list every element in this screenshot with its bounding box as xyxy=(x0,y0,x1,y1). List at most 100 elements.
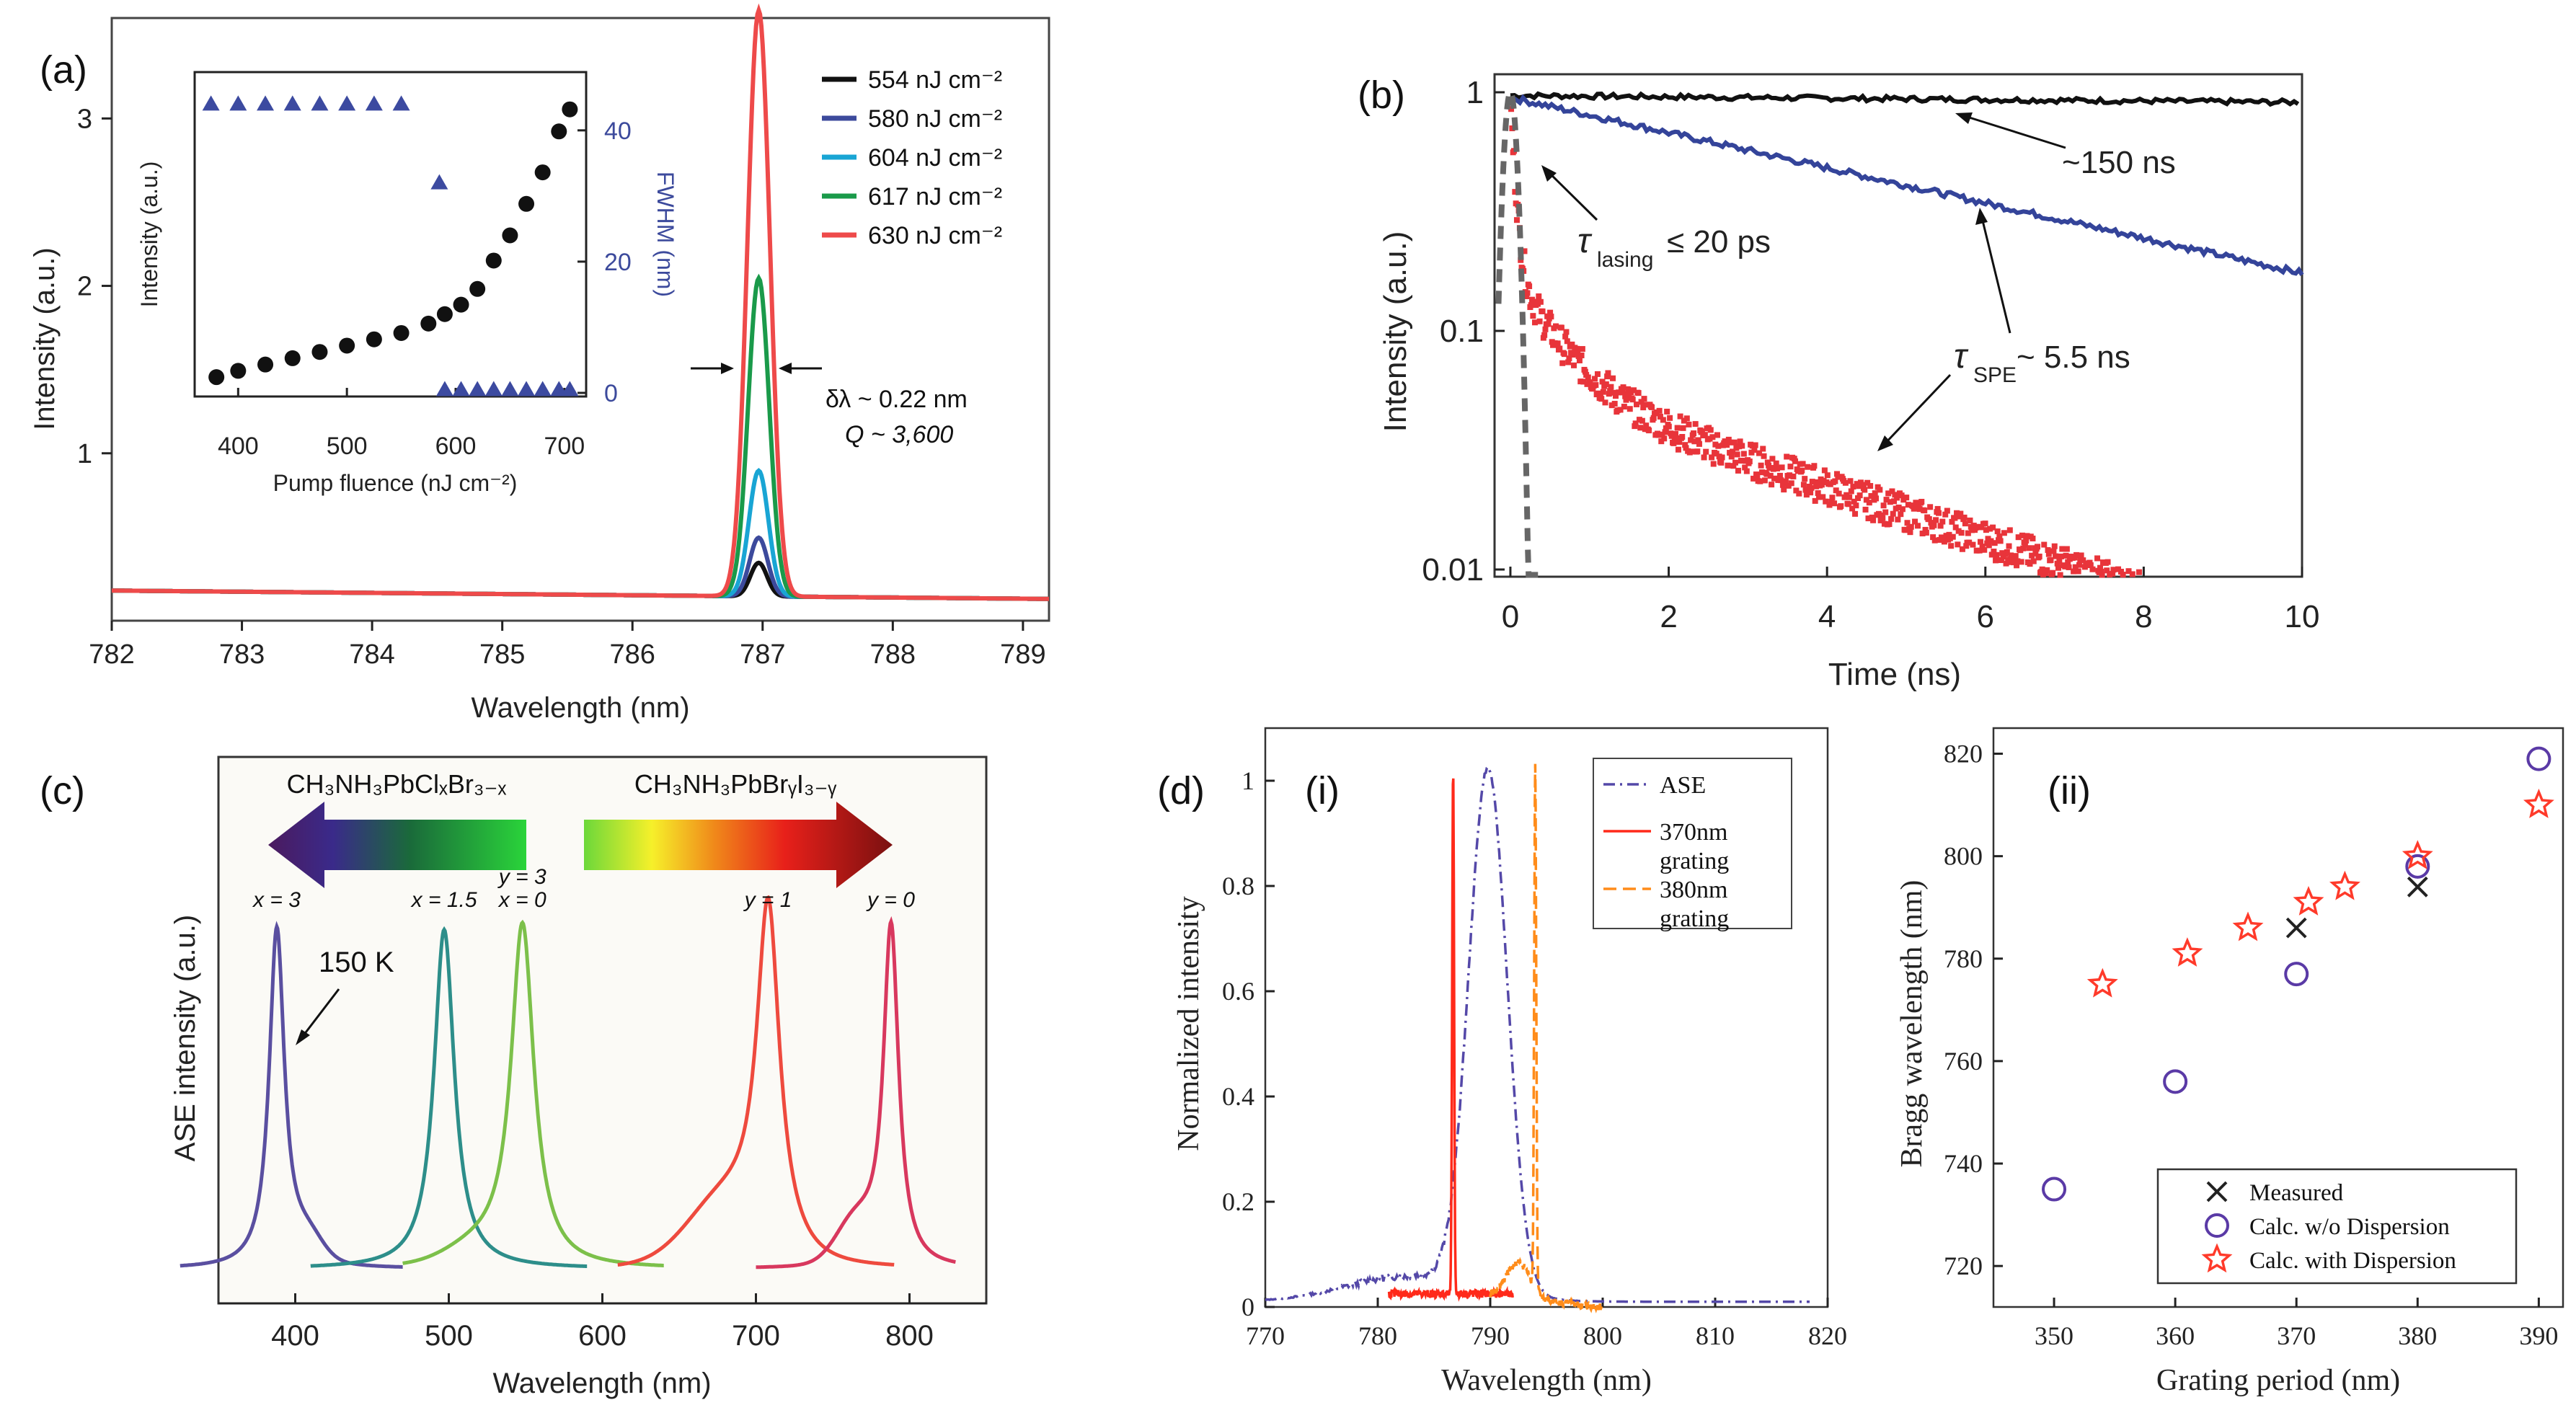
b-red-point xyxy=(1948,543,1955,549)
b-red-point xyxy=(1542,326,1549,332)
b-red-point xyxy=(2050,548,2057,554)
b-red-point xyxy=(2006,527,2013,533)
di-xtick-label: 810 xyxy=(1696,1321,1735,1350)
panel-c-ticks: 400 500 600 700 800 xyxy=(218,1293,986,1352)
b-red-point xyxy=(1626,406,1633,412)
b-red-point xyxy=(2008,552,2014,559)
b-red-point xyxy=(1787,464,1794,470)
arrow-right-gradient xyxy=(584,802,893,888)
b-red-point xyxy=(1536,318,1543,324)
b-red-point xyxy=(1823,498,1829,505)
c-xtick-label: 500 xyxy=(425,1320,473,1352)
b-red-point xyxy=(1656,407,1663,414)
temp-150K-arrowhead xyxy=(296,1029,310,1045)
b-red-point xyxy=(1931,522,1937,528)
panel-dii-points xyxy=(2042,746,2554,1202)
b-red-point xyxy=(2036,553,2042,559)
b-red-point xyxy=(1611,401,1618,407)
b-red-point xyxy=(1907,529,1913,536)
b-red-point xyxy=(1847,478,1854,484)
a-xtick-label: 787 xyxy=(740,639,785,670)
b-red-point xyxy=(1724,442,1730,448)
b-red-point xyxy=(1557,345,1563,352)
b-red-point xyxy=(2094,555,2101,562)
b-red-point xyxy=(1904,520,1911,526)
b-red-point xyxy=(1959,546,1965,552)
b-red-point xyxy=(1526,283,1533,290)
b-red-point xyxy=(1598,396,1605,402)
b-red-point xyxy=(1766,465,1773,471)
panel-dii-ticks: 350 360 370 380 390 720 740 760 780 800 820 xyxy=(1944,740,2558,1350)
b-red-point xyxy=(1563,329,1570,335)
b-red-point xyxy=(1908,523,1914,530)
inset-intensity-point xyxy=(453,296,469,313)
b-red-point xyxy=(1686,421,1692,427)
b-red-point xyxy=(1868,493,1875,500)
b-series-red xyxy=(1508,106,2143,578)
b-red-point xyxy=(1927,504,1934,510)
inset-intensity-point xyxy=(469,280,486,297)
inset-fwhm-point xyxy=(257,95,275,111)
b-red-point xyxy=(1870,517,1877,523)
b-red-point xyxy=(1835,474,1841,480)
b-red-point xyxy=(1888,515,1895,522)
b-red-point xyxy=(1946,531,1952,538)
panel-di-legend-box xyxy=(1593,758,1792,929)
b-red-point xyxy=(1898,492,1905,499)
b-red-point xyxy=(1778,477,1784,484)
b-red-point xyxy=(1942,511,1949,518)
b-red-point xyxy=(1988,551,1995,558)
b-red-point xyxy=(1571,362,1577,368)
b-red-point xyxy=(2005,557,2011,563)
b-red-point xyxy=(1629,396,1636,403)
b-red-point xyxy=(1886,521,1893,528)
b-red-point xyxy=(1790,473,1797,479)
di-legend-label-2: grating xyxy=(1660,848,1729,874)
inset-fwhm-point xyxy=(501,381,519,396)
panel-di-ticks: 770 780 790 800 810 820 0 0.2 0.4 0.6 0.8 1 xyxy=(1222,766,1847,1350)
b-red-point xyxy=(1799,467,1805,474)
inset-intensity-point xyxy=(257,356,274,373)
b-red-point xyxy=(1963,543,1970,549)
b-red-point xyxy=(1952,524,1959,531)
b-red-point xyxy=(1921,508,1928,514)
b-red-point xyxy=(1859,482,1866,488)
b-red-point xyxy=(1991,540,1998,546)
arrow-left-gradient xyxy=(268,802,526,888)
inset-points xyxy=(202,95,579,396)
q-factor-annotation: Q ~ 3,600 xyxy=(845,421,953,448)
b-red-point xyxy=(1813,483,1820,489)
b-red-point xyxy=(1592,376,1598,382)
panel-b-ticks: 0 2 4 6 8 10 1 0.1 0.01 xyxy=(1422,75,2319,634)
b-red-point xyxy=(2098,568,2104,575)
b-red-point xyxy=(1883,497,1890,503)
b-red-point xyxy=(1737,438,1743,445)
b-red-point xyxy=(1603,381,1609,388)
inset-intensity-point xyxy=(518,195,535,212)
b-red-point xyxy=(1880,502,1887,509)
b-red-point xyxy=(2042,570,2049,577)
b-red-point xyxy=(2041,541,2048,548)
b-red-point xyxy=(1962,520,1968,527)
arrow-left-formula: CH₃NH₃PbClₓBr₃₋ₓ xyxy=(287,769,507,799)
dii-point-o xyxy=(2042,1177,2067,1202)
b-red-point xyxy=(2015,534,2022,541)
dii-legend-label: Calc. with Dispersion xyxy=(2249,1248,2456,1274)
dii-point-star xyxy=(2086,967,2118,998)
b-red-point xyxy=(1978,524,1985,531)
dii-legend-marker xyxy=(2201,1243,2233,1273)
b-red-point xyxy=(1633,401,1639,407)
a-legend-label: 580 nJ cm⁻² xyxy=(868,105,1002,133)
b-red-point xyxy=(2001,530,2007,536)
b-red-point xyxy=(1580,378,1587,385)
panel-a-label: (a) xyxy=(40,48,87,92)
b-red-point xyxy=(2032,550,2039,557)
inset-fwhm-point xyxy=(518,381,536,396)
b-red-point xyxy=(1602,399,1608,406)
tau-150ns-arrowhead xyxy=(1955,112,1973,124)
b-red-point xyxy=(1640,404,1647,411)
inset-fwhm-point xyxy=(435,381,453,396)
b-red-point xyxy=(1941,539,1947,545)
dii-ytick-label: 800 xyxy=(1944,842,1983,871)
b-red-point xyxy=(1918,498,1925,505)
